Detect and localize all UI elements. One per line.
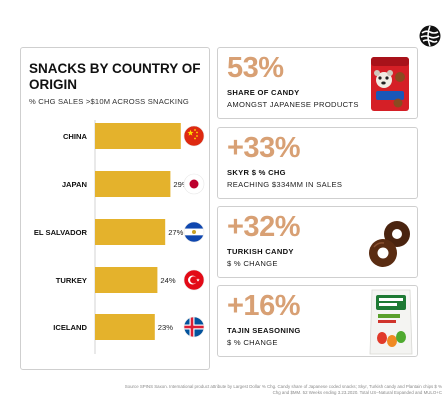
- bar-1: [95, 123, 181, 149]
- category-label-1: CHINA: [63, 132, 88, 141]
- category-label-4: TURKEY: [56, 276, 87, 285]
- category-label-3: EL SALVADOR: [34, 228, 88, 237]
- category-label-5: ICELAND: [53, 323, 87, 332]
- japan-flag-icon: [183, 173, 205, 195]
- category-label-2: JAPAN: [62, 180, 87, 189]
- highlight-label: TURKISH CANDY: [227, 247, 294, 256]
- iceland-flag-icon: [183, 316, 205, 338]
- highlight-value: +33%: [227, 132, 300, 164]
- bar-5: [95, 314, 155, 340]
- highlight-value: 53%: [227, 52, 284, 84]
- highlight-card-tajin: +16% TAJIN SEASONING $ % CHANGE: [217, 285, 418, 357]
- highlight-sublabel: $ % CHANGE: [227, 259, 278, 268]
- chocolate-ring-candy-image: [369, 221, 410, 267]
- source-footnote: Source SPINS Saxon. International produc…: [124, 384, 442, 395]
- el-salvador-flag-icon: [183, 221, 205, 243]
- chart-card: SNACKS BY COUNTRY OF ORIGIN % CHG SALES …: [20, 47, 210, 370]
- value-label-3: 27%: [168, 228, 183, 237]
- chart-subtitle: % CHG SALES >$10M ACROSS SNACKING: [29, 97, 190, 106]
- bar-4: [95, 267, 158, 293]
- chart-title: SNACKS BY COUNTRY OF ORIGIN: [29, 61, 201, 92]
- snak-club-bag-image: [369, 289, 413, 355]
- highlight-label: TAJIN SEASONING: [227, 326, 301, 335]
- turkey-flag-icon: [183, 269, 205, 291]
- value-label-4: 24%: [160, 276, 175, 285]
- highlight-card-skyr: +33% SKYR $ % CHG REACHING $334MM IN SAL…: [217, 127, 418, 199]
- highlight-sublabel: REACHING $334MM IN SALES: [227, 180, 343, 189]
- highlight-sublabel: AMONGST JAPANESE PRODUCTS: [227, 100, 359, 109]
- value-label-5: 23%: [158, 323, 173, 332]
- highlight-sublabel: $ % CHANGE: [227, 338, 278, 347]
- highlight-label: SHARE OF CANDY: [227, 88, 300, 97]
- bar-3: [95, 219, 166, 245]
- highlight-value: +16%: [227, 290, 300, 322]
- china-flag-icon: [183, 125, 205, 147]
- globe-icon: [419, 25, 441, 47]
- highlight-card-candy: 53% SHARE OF CANDY AMONGST JAPANESE PROD…: [217, 47, 418, 119]
- value-label-2: 29%: [173, 180, 188, 189]
- highlight-value: +32%: [227, 211, 300, 243]
- highlight-label: SKYR $ % CHG: [227, 168, 286, 177]
- highlight-card-turkish-candy: +32% TURKISH CANDY $ % CHANGE: [217, 206, 418, 278]
- bar-2: [95, 171, 171, 197]
- koala-snack-box-image: [371, 57, 409, 111]
